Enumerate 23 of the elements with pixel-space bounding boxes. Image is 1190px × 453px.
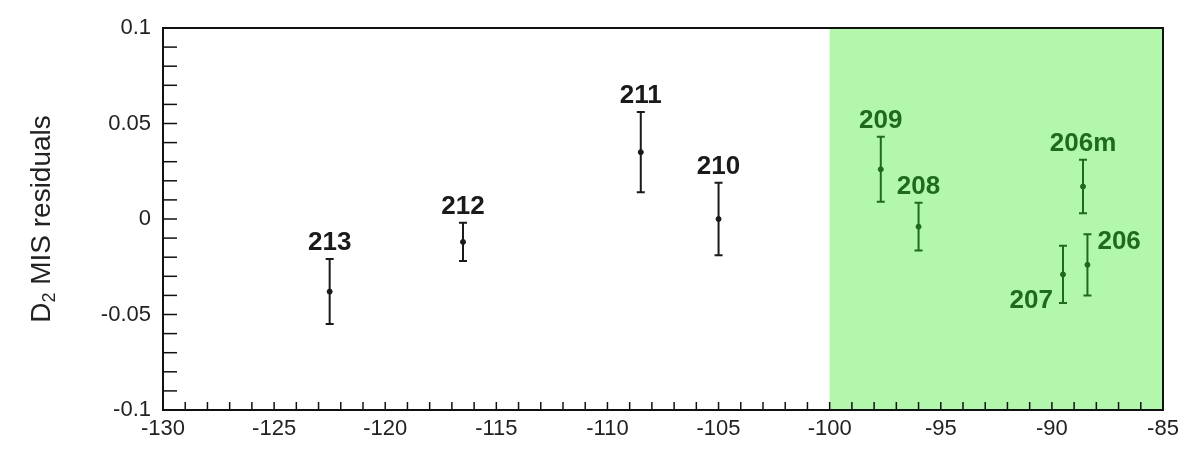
x-tick-label: -120: [363, 415, 408, 441]
annotation: 211: [619, 79, 662, 110]
y-tick-label: -0.05: [100, 300, 151, 326]
x-tick-label: -125: [252, 415, 297, 441]
y-tick-label: 0.1: [120, 14, 151, 40]
annotation: 206: [1097, 224, 1141, 255]
x-tick-label: -115: [475, 415, 518, 441]
annotation: 208: [896, 169, 941, 200]
y-tick-label: 0: [138, 205, 151, 231]
x-tick-label: -85: [1147, 415, 1179, 441]
annotation: 213: [307, 226, 352, 257]
annotation: 209: [859, 104, 903, 135]
annotation: 212: [441, 189, 485, 220]
x-tick-label: -90: [1035, 415, 1068, 441]
y-axis-title: D2 MIS residuals: [24, 115, 59, 323]
annotation: 210: [696, 149, 741, 180]
x-tick-label: -110: [586, 415, 629, 441]
annotation: 206m: [1049, 126, 1117, 157]
x-tick-label: -100: [807, 415, 852, 441]
annotation: 207: [1009, 283, 1054, 314]
y-tick-label: 0.05: [108, 109, 151, 135]
x-tick-label: -95: [924, 415, 957, 441]
x-tick-label: -105: [696, 415, 741, 441]
